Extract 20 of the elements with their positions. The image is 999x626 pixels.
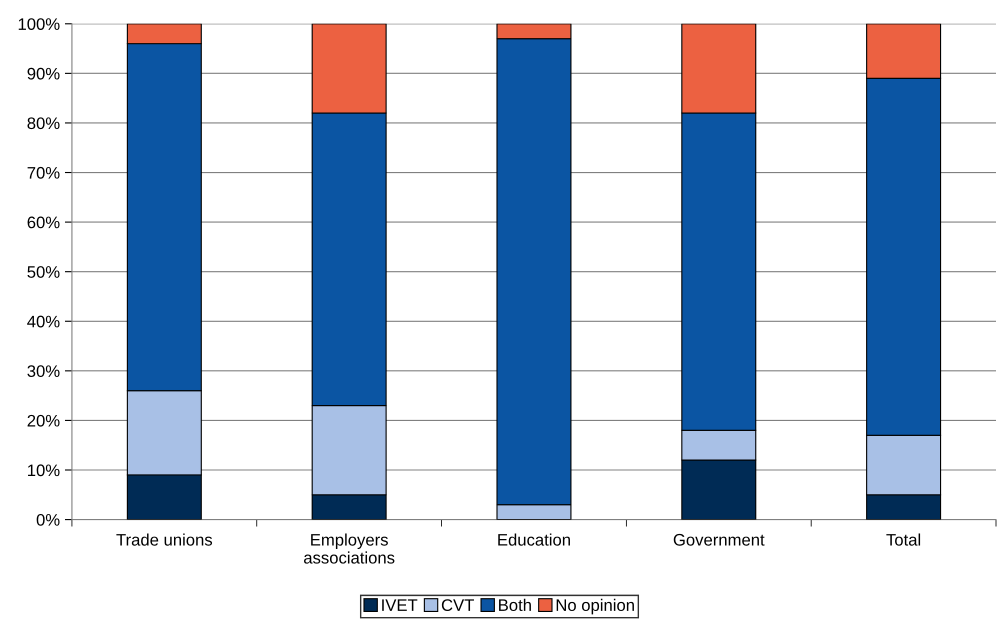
y-tick-label: 30% (27, 365, 60, 378)
legend-label: IVET (382, 599, 418, 611)
y-tick-label: 90% (28, 68, 60, 80)
y-tick-label: 80% (27, 117, 60, 130)
y-tick-label: 60% (28, 216, 60, 228)
legend-label: Both (499, 598, 531, 612)
legend-label: CVT (442, 599, 474, 612)
legend-label: No opinion (556, 598, 634, 614)
x-tick-label: Trade unions (116, 533, 212, 546)
y-tick-label: 10% (28, 464, 60, 476)
y-tick-label: 40% (27, 316, 60, 328)
x-tick-label: Total (886, 533, 920, 546)
y-tick-label: 20% (28, 414, 60, 427)
y-tick-label: 0% (36, 514, 60, 526)
x-tick-label: Employers associations (304, 533, 394, 564)
y-tick-label: 100% (18, 18, 60, 30)
x-tick-label: Government (674, 534, 765, 546)
y-tick-label: 70% (28, 166, 60, 179)
y-tick-label: 50% (27, 266, 60, 278)
x-tick-label: Education (498, 533, 570, 546)
